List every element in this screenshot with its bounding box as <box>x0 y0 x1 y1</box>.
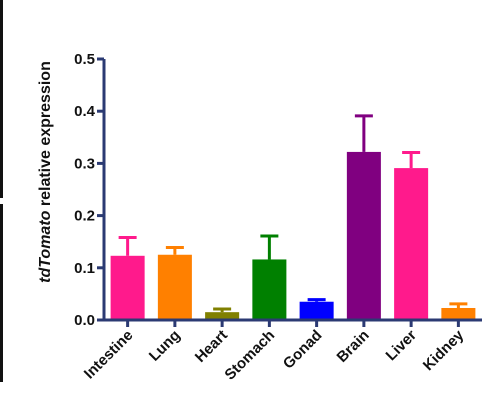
bar-brain <box>346 151 381 320</box>
x-tick-label-brain: Brain <box>334 327 373 366</box>
y-tick-label-0.1: 0.1 <box>74 260 95 277</box>
bar-intestine <box>110 255 145 320</box>
left-edge-mark-top <box>0 0 3 198</box>
bar-gonad <box>299 301 334 320</box>
x-tick-label-lung: Lung <box>146 327 184 365</box>
x-tick-label-intestine: Intestine <box>81 327 137 383</box>
bars-group <box>110 151 476 320</box>
bar-stomach <box>252 259 287 320</box>
y-ticks-group: 0.0 0.1 0.2 0.3 0.4 0.5 <box>74 51 104 329</box>
bar-liver <box>394 168 429 320</box>
y-tick-label-0.2: 0.2 <box>74 208 95 225</box>
x-tick-label-stomach: Stomach <box>221 327 278 384</box>
bar-kidney <box>441 307 476 320</box>
y-axis-label-rest: relative expression <box>37 61 54 210</box>
y-axis-label-italic: tdTomato <box>37 210 54 283</box>
bar-lung <box>157 254 192 320</box>
y-tick-label-0.3: 0.3 <box>74 155 95 172</box>
x-tick-label-heart: Heart <box>192 327 231 366</box>
y-tick-label-0.4: 0.4 <box>74 103 96 120</box>
y-tick-label-0.5: 0.5 <box>74 51 95 68</box>
x-tick-label-kidney: Kidney <box>420 326 468 374</box>
y-tick-label-0.0: 0.0 <box>74 312 95 329</box>
y-axis-label: tdTomato relative expression <box>37 61 54 283</box>
x-tick-label-liver: Liver <box>383 327 420 364</box>
left-edge-mark-bottom <box>0 204 3 382</box>
x-tick-label-gonad: Gonad <box>280 327 326 373</box>
bar-heart <box>205 312 240 320</box>
error-bars-group <box>118 114 468 313</box>
